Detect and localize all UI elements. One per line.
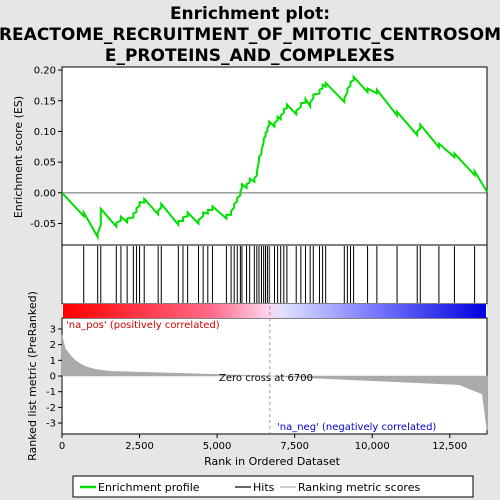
chart-title-line-2: REACTOME_RECRUITMENT_OF_MITOTIC_CENTROSO…	[0, 25, 500, 45]
metric-y-tick-label: 2	[50, 340, 56, 351]
enrichment-profile-line	[61, 74, 488, 241]
x-axis-label: Rank in Ordered Dataset	[204, 455, 341, 468]
neg-correlated-label: 'na_neg' (negatively correlated)	[277, 422, 436, 433]
es-y-tick-label: 0.15	[34, 96, 56, 107]
metric-y-tick-label: -3	[46, 419, 56, 430]
zero-cross-label: Zero cross at 6700	[219, 373, 313, 384]
chart-title-line-1: Enrichment plot:	[170, 4, 330, 24]
chart-title-line-3: E_PROTEINS_AND_COMPLEXES	[105, 46, 395, 66]
es-y-axis-label: Enrichment score (ES)	[12, 96, 25, 218]
rank-gradient	[63, 304, 486, 318]
x-tick-label: 12,500	[432, 441, 467, 452]
pos-correlated-label: 'na_pos' (positively correlated)	[66, 320, 220, 331]
legend-profile-label: Enrichment profile	[98, 481, 200, 494]
metric-y-tick-label: -2	[46, 403, 56, 414]
metric-y-axis-label: Ranked list metric (PreRanked)	[26, 291, 39, 461]
ranking-metric-area	[61, 335, 488, 431]
legend	[72, 475, 474, 498]
metric-y-tick-label: 1	[50, 356, 56, 367]
legend-metric-label: Ranking metric scores	[298, 481, 420, 494]
es-y-tick-label: 0.00	[34, 188, 56, 199]
x-tick-label: 5,000	[203, 441, 232, 452]
es-y-tick-label: 0.10	[34, 127, 56, 138]
es-y-tick-label: 0.20	[34, 66, 56, 77]
metric-y-tick-label: 3	[50, 324, 56, 335]
es-y-tick-label: -0.05	[30, 219, 56, 230]
x-tick-label: 10,000	[355, 441, 390, 452]
legend-hits-label: Hits	[253, 481, 275, 494]
metric-y-tick-label: 0	[50, 372, 56, 383]
x-tick-label: 7,500	[280, 441, 309, 452]
es-y-tick-label: 0.05	[34, 158, 56, 169]
x-tick-label: 0	[59, 441, 65, 452]
x-tick-label: 2,500	[125, 441, 154, 452]
es-panel	[61, 66, 488, 246]
metric-y-tick-label: -1	[46, 387, 56, 398]
